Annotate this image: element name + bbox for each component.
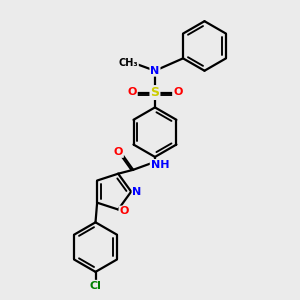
Text: O: O <box>128 86 137 97</box>
Text: N: N <box>150 66 160 76</box>
Text: NH: NH <box>151 160 169 170</box>
Text: O: O <box>119 206 129 217</box>
Text: O: O <box>173 86 182 97</box>
Text: CH₃: CH₃ <box>118 58 138 68</box>
Text: N: N <box>133 187 142 196</box>
Text: O: O <box>114 147 123 157</box>
Text: Cl: Cl <box>90 281 101 291</box>
Text: S: S <box>151 86 160 99</box>
